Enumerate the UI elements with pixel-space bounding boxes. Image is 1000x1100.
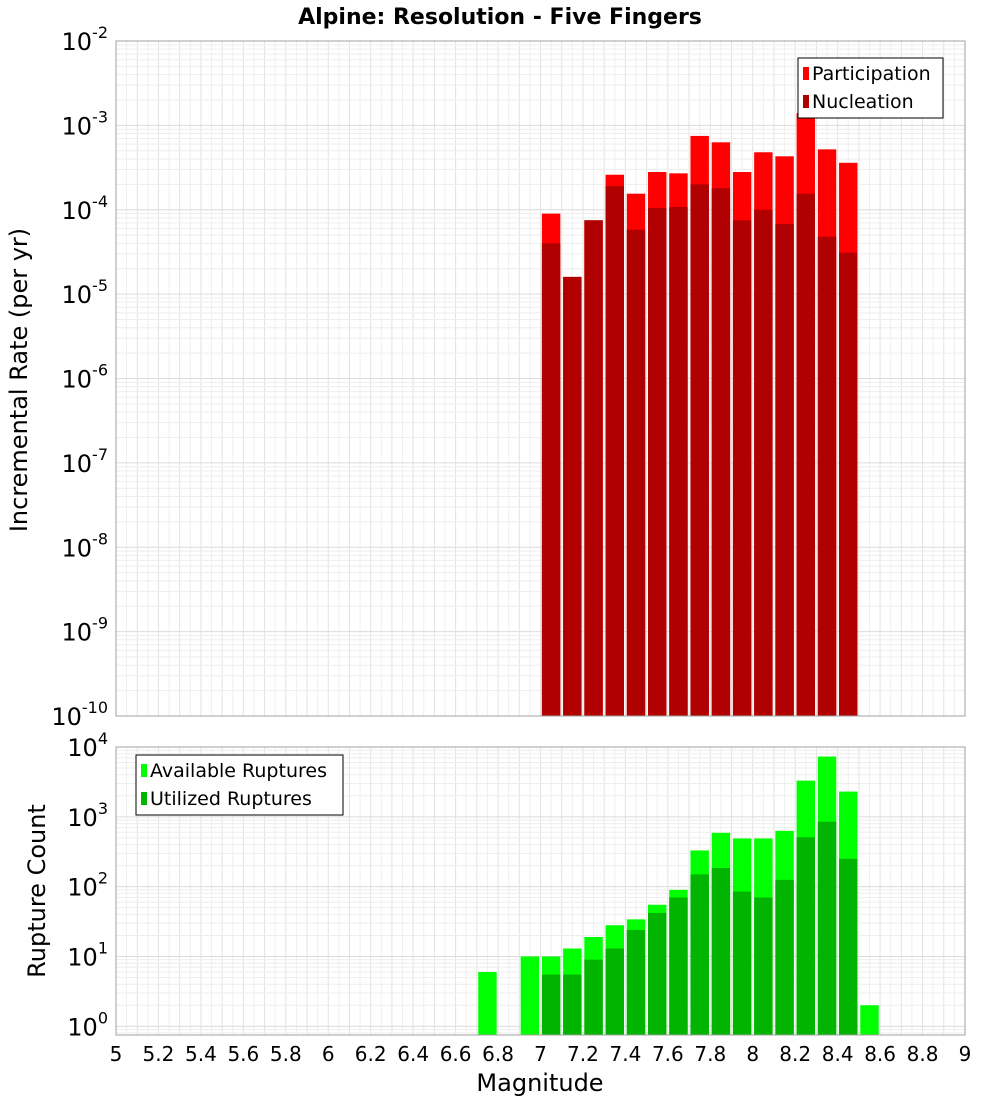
count-x-tick-label: 7.2 [567,1042,599,1066]
rate-y-tick-label: 10-7 [62,445,109,478]
count-bar-b [584,959,603,1035]
count-bar-b [796,837,816,1035]
rate-legend [797,57,944,119]
count-x-tick-label: 5.8 [270,1042,302,1066]
count-bar-b [711,867,731,1035]
count-y-tick-label: 101 [67,938,108,971]
rate-bar-b [775,223,794,716]
count-bar-a [478,971,497,1035]
count-y-tick-label: 100 [67,1008,108,1041]
count-bar-b [648,912,667,1035]
count-bar-b [817,821,837,1035]
rate-bar-b [648,207,667,716]
rate-legend-swatch [803,95,809,108]
count-x-tick-label: 6.8 [482,1042,514,1066]
rate-bar-b [605,186,624,716]
rate-bar-b [584,220,603,717]
rate-y-tick-label: 10-4 [62,192,109,225]
rate-bar-b [839,252,858,716]
rate-y-tick-label: 10-9 [62,614,109,647]
count-bar-b [754,897,773,1035]
count-bar-b [541,974,561,1035]
rate-y-tick-label: 10-5 [62,276,109,309]
rate-panel: 10-10 10-9 10-8 10-7 10-6 10-5 10-4 10-3 10-2 Par… [51,23,966,731]
rate-bar-b [711,188,731,717]
count-y-axis-label: Rupture Count [23,804,51,978]
count-bar-b [690,874,709,1035]
rate-legend-label: Participation [812,63,931,85]
count-bar-b [563,974,582,1035]
count-bar-b [775,879,794,1035]
count-x-tick-label: 7.8 [694,1042,726,1066]
count-x-tick-label: 6.6 [440,1042,472,1066]
count-bar-b [732,891,752,1035]
count-panel: 100 101 102 103 104 5 5.2 5.4 5.6 5.8 6 6.2 6.4 6.6 6.… [67,729,971,1066]
rate-y-axis-label: Incremental Rate (per yr) [5,228,33,532]
rate-legend-swatch [803,67,809,80]
rate-bar-b [817,236,837,716]
rate-bar-b [796,193,816,716]
count-x-tick-label: 5.2 [143,1042,175,1066]
count-x-tick-label: 8.6 [864,1042,896,1066]
count-bar-b [839,858,858,1035]
count-x-tick-label: 7.4 [609,1042,641,1066]
count-legend-swatch [141,764,147,777]
count-legend [135,754,344,816]
rate-bar-b [754,209,773,716]
rate-bar-b [690,184,709,717]
count-plot-frame [115,746,966,1036]
chart-title: Alpine: Resolution - Five Fingers [298,5,702,30]
rate-y-tick-label: 10-8 [62,529,109,562]
rate-legend-label: Nucleation [812,91,914,113]
count-x-tick-label: 9 [959,1042,972,1066]
rate-y-tick-label: 10-10 [51,698,108,731]
count-bar-b [669,897,688,1035]
count-bar-b [605,948,624,1035]
count-x-tick-label: 5 [110,1042,123,1066]
magnitude-x-axis-label: Magnitude [476,1069,603,1097]
count-x-tick-label: 6.4 [397,1042,429,1066]
count-y-tick-label: 104 [67,729,108,762]
rate-plot-frame [115,40,966,717]
rate-bar-b [626,229,646,717]
count-legend-label: Available Ruptures [150,760,327,782]
count-x-tick-label: 8.8 [907,1042,939,1066]
rate-y-tick-label: 10-2 [62,23,109,56]
count-y-tick-label: 103 [67,799,108,832]
count-legend-label: Utilized Ruptures [150,788,312,810]
count-x-tick-label: 6 [322,1042,335,1066]
count-bar-a [520,956,540,1035]
count-bar-a [860,1005,879,1035]
rate-bar-b [563,276,582,716]
count-x-tick-label: 8.4 [822,1042,854,1066]
count-y-tick-label: 102 [67,869,108,902]
rate-y-tick-label: 10-6 [62,361,109,394]
count-x-tick-label: 8.2 [779,1042,811,1066]
rate-bar-b [541,243,561,717]
count-legend-swatch [141,792,147,805]
rate-y-tick-label: 10-3 [62,107,109,140]
count-x-tick-label: 7.6 [652,1042,684,1066]
rate-bar-b [732,220,752,717]
rate-bar-b [669,206,688,716]
count-x-tick-label: 8 [746,1042,759,1066]
count-x-tick-label: 5.4 [185,1042,217,1066]
count-bar-b [626,929,646,1035]
count-x-tick-label: 5.6 [227,1042,259,1066]
count-x-tick-label: 6.2 [355,1042,387,1066]
count-x-tick-label: 7 [534,1042,547,1066]
